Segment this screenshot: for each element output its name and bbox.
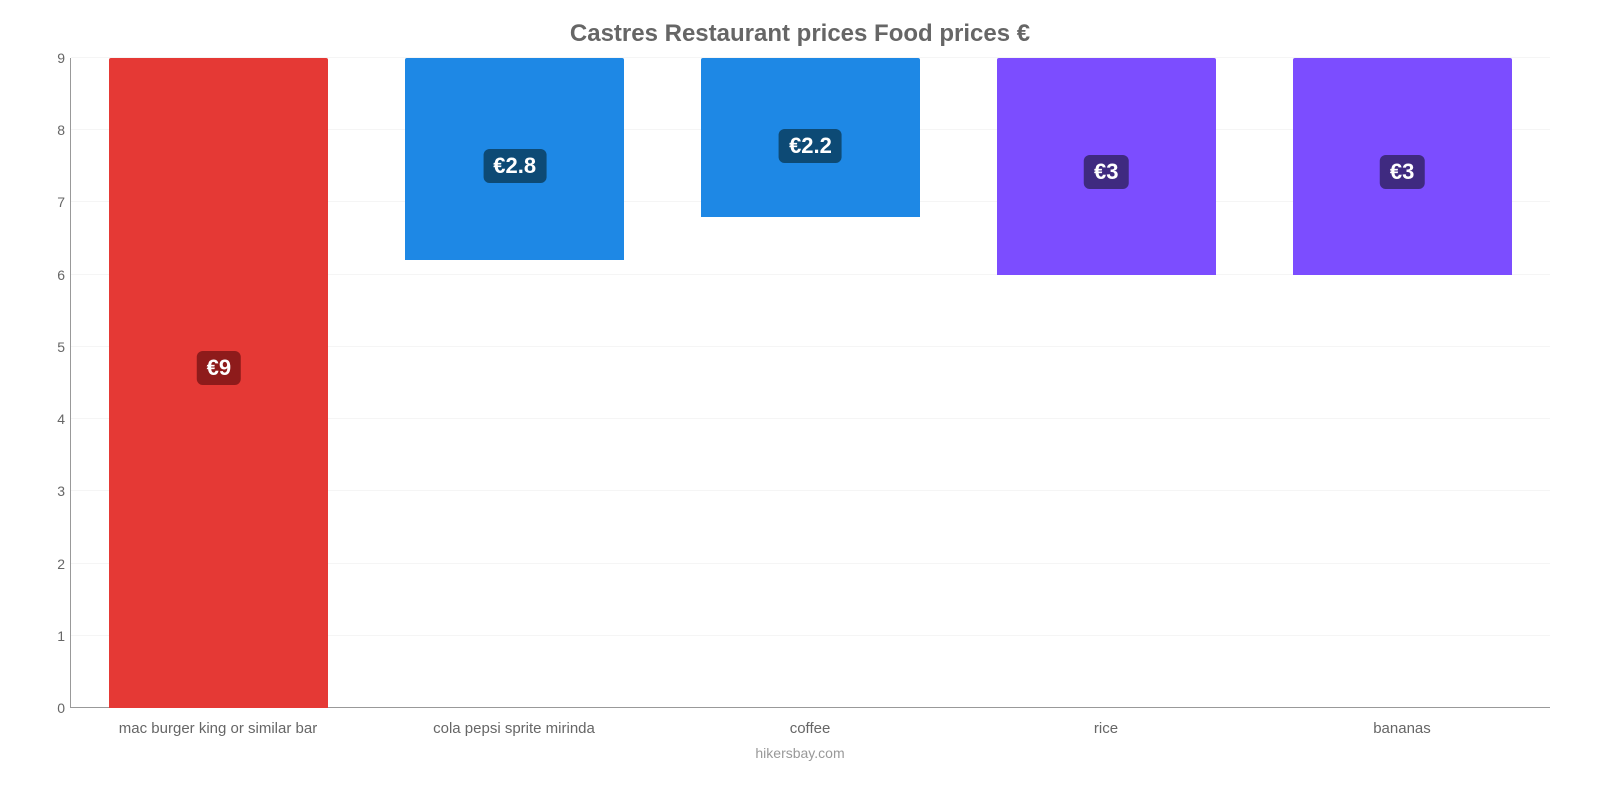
attribution-text: hikersbay.com xyxy=(40,745,1560,761)
x-axis-label: cola pepsi sprite mirinda xyxy=(366,720,662,737)
bar-slot: €3 xyxy=(1254,58,1550,708)
bar-value-badge: €2.2 xyxy=(779,129,842,163)
y-tick-label: 0 xyxy=(43,700,65,716)
bar: €3 xyxy=(997,58,1216,275)
y-tick-label: 8 xyxy=(43,122,65,138)
bars-row: €9 €2.8 €2.2 €3 €3 xyxy=(71,58,1550,708)
bar-value-badge: €9 xyxy=(197,351,241,385)
y-tick-label: 7 xyxy=(43,194,65,210)
bar: €3 xyxy=(1293,58,1512,275)
bar: €2.8 xyxy=(405,58,624,260)
bar-slot: €3 xyxy=(958,58,1254,708)
chart-container: Castres Restaurant prices Food prices € … xyxy=(0,0,1600,800)
y-tick-label: 9 xyxy=(43,50,65,66)
bar-slot: €9 xyxy=(71,58,367,708)
y-tick-label: 3 xyxy=(43,483,65,499)
x-axis-label: rice xyxy=(958,720,1254,737)
bar: €2.2 xyxy=(701,58,920,217)
bar-value-badge: €3 xyxy=(1380,155,1424,189)
bar-value-badge: €2.8 xyxy=(483,149,546,183)
x-axis-label: bananas xyxy=(1254,720,1550,737)
x-axis-labels: mac burger king or similar barcola pepsi… xyxy=(70,720,1550,737)
y-tick-label: 6 xyxy=(43,267,65,283)
chart-title: Castres Restaurant prices Food prices € xyxy=(40,20,1560,48)
bar-value-badge: €3 xyxy=(1084,155,1128,189)
bar-slot: €2.2 xyxy=(663,58,959,708)
y-tick-label: 2 xyxy=(43,556,65,572)
x-axis-label: coffee xyxy=(662,720,958,737)
bar-slot: €2.8 xyxy=(367,58,663,708)
y-tick-label: 5 xyxy=(43,339,65,355)
y-tick-label: 1 xyxy=(43,628,65,644)
x-axis-label: mac burger king or similar bar xyxy=(70,720,366,737)
bar: €9 xyxy=(109,58,328,708)
y-tick-label: 4 xyxy=(43,411,65,427)
plot-area: 0123456789 €9€2.8€2.2€3€3 xyxy=(70,58,1550,708)
